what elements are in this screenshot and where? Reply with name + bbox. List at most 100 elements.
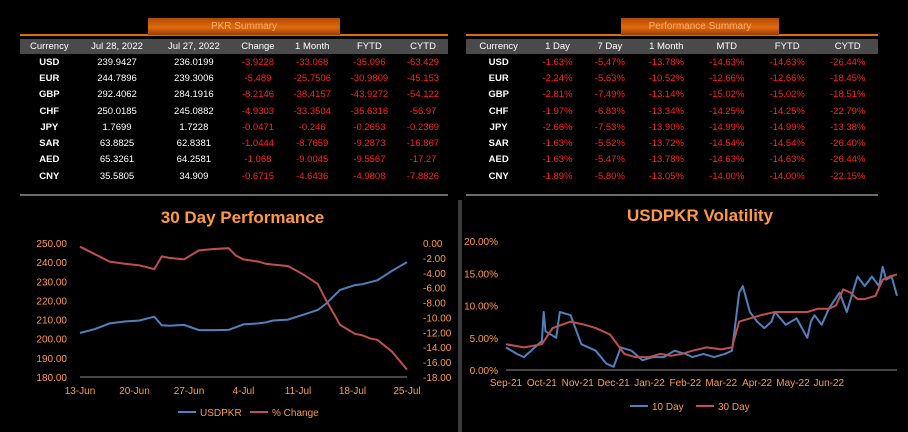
pkr-value-cell: -17.27 [409, 154, 437, 166]
perf-value-cell: -26.40% [830, 138, 866, 150]
legend-label: % Change [272, 408, 319, 419]
x-tick-label: 11-Jul [285, 386, 312, 397]
legend-label: USDPKR [200, 408, 242, 419]
pkr-summary-header-row: Currency Jul 28, 2022 Jul 27, 2022 Change 1 … [20, 39, 448, 54]
pkr-row: USD 239.9427 236.0199 -3.9228 -33.068 -35.096… [20, 54, 448, 70]
pkr-value-cell: -33.068 [296, 56, 329, 68]
perf-value-cell: -5.63% [594, 72, 625, 84]
pkr-value-cell: -30.9809 [350, 72, 389, 84]
x-tick-label: 20-Jun [119, 386, 150, 397]
pkr-value-cell: 239.9427 [97, 56, 137, 68]
perf-value-cell: -14.54% [709, 138, 745, 150]
series-line-30-day [505, 273, 898, 359]
perf-value-cell: -1.63% [542, 56, 573, 68]
perf-value-cell: -10.52% [648, 72, 684, 84]
perf-col-header: CYTD [817, 39, 878, 54]
pkr-value-cell: -8.7659 [296, 138, 329, 150]
pkr-currency-cell: GBP [39, 89, 60, 101]
perf-value-cell: -1.63% [542, 138, 573, 150]
x-tick-label: 25-Jul [393, 386, 420, 397]
x-tick-label: May-22 [776, 378, 810, 389]
perf-col-header: MTD [696, 39, 757, 54]
y-right-tick-label: -18.00 [423, 373, 452, 384]
perf-value-cell: -7.53% [594, 121, 625, 133]
y-right-tick-label: -16.00 [423, 358, 452, 369]
perf-currency-cell: SAR [488, 138, 509, 150]
series-line-pct-change [79, 245, 408, 371]
legend-label: 30 Day [718, 402, 750, 413]
perf-value-cell: -13.90% [648, 121, 684, 133]
pkr-value-cell: 65.3261 [99, 154, 135, 166]
pkr-value-cell: -3.9228 [241, 56, 275, 68]
perf-value-cell: -5.47% [594, 56, 625, 68]
perf-summary-table: Currency 1 Day 7 Day 1 Month MTD FYTD CYTD USD… [466, 39, 878, 184]
pkr-row: JPY 1.7699 1.7228 -0.0471 -0.246 -0.2653 -0.23… [20, 119, 448, 135]
pkr-value-cell: -35.6316 [350, 105, 389, 117]
perf-value-cell: -13.38% [830, 121, 866, 133]
series-line-usdpkr [79, 261, 408, 334]
pkr-summary-title: PKR Summary [148, 18, 340, 35]
y-left-tick-label: 220.00 [36, 296, 67, 307]
y-tick-label: 20.00% [464, 237, 498, 248]
perf-row: SAR -1.63% -5.52% -13.72% -14.54% -14.54% -26.… [466, 135, 878, 151]
pkr-value-cell: -1.068 [244, 154, 272, 166]
y-left-tick-label: 230.00 [36, 277, 67, 288]
pkr-value-cell: -33.3504 [293, 105, 331, 117]
performance-chart: 250.00 240.00 230.00 220.00 210.00 200.00 190.… [36, 239, 452, 419]
perf-value-cell: -12.66% [769, 72, 805, 84]
perf-value-cell: -15.02% [769, 89, 805, 101]
y-right-tick-label: -10.00 [423, 313, 452, 324]
pkr-value-cell: -0.246 [298, 121, 326, 133]
pkr-col-header: FYTD [340, 39, 398, 54]
y-left-tick-label: 250.00 [36, 239, 67, 250]
pkr-value-cell: -9.5567 [353, 154, 386, 166]
perf-currency-cell: CHF [488, 105, 509, 117]
perf-value-cell: -15.02% [709, 89, 745, 101]
perf-value-cell: -13.72% [648, 138, 684, 150]
perf-row: CNY -1.89% -5.80% -13.05% -14.00% -14.00% -22.… [466, 168, 878, 184]
x-tick-label: Sep-21 [490, 378, 523, 389]
y-right-tick-label: -6.00 [423, 284, 446, 295]
perf-value-cell: -22.79% [830, 105, 866, 117]
pkr-value-cell: -56.97 [409, 105, 437, 117]
y-left-tick-label: 240.00 [36, 258, 67, 269]
x-tick-label: Dec-21 [597, 378, 630, 389]
perf-value-cell: -14.99% [769, 121, 805, 133]
perf-value-cell: -14.63% [769, 154, 805, 166]
x-tick-label: Jun-22 [814, 378, 845, 389]
y-right-tick-label: -2.00 [423, 254, 446, 265]
perf-value-cell: -14.63% [709, 154, 745, 166]
perf-value-cell: -14.00% [709, 170, 745, 182]
pkr-value-cell: -54.122 [406, 89, 440, 101]
y-left-tick-label: 200.00 [36, 335, 67, 346]
y-right-tick-label: -14.00 [423, 343, 452, 354]
x-tick-label: 27-Jun [174, 386, 205, 397]
pkr-value-cell: 62.8381 [176, 138, 212, 150]
pkr-currency-cell: USD [39, 56, 60, 68]
perf-summary-bottom-line [466, 194, 878, 196]
y-right-tick-label: -8.00 [423, 299, 446, 310]
pkr-value-cell: 1.7228 [179, 121, 209, 133]
pkr-value-cell: 245.0882 [174, 105, 214, 117]
pkr-value-cell: -63.429 [406, 56, 440, 68]
perf-row: USD -1.63% -5.47% -13.78% -14.63% -14.63% -26.… [466, 54, 878, 70]
pkr-value-cell: -0.2653 [353, 121, 386, 133]
perf-row: EUR -2.24% -5.63% -10.52% -12.66% -12.66% -18.… [466, 70, 878, 86]
pkr-value-cell: -8.2146 [241, 89, 275, 101]
perf-value-cell: -13.78% [648, 56, 684, 68]
pkr-row: CHF 250.0185 245.0882 -4.9303 -33.3504 -35.63… [20, 103, 448, 119]
perf-value-cell: -14.25% [709, 105, 745, 117]
perf-value-cell: -14.54% [769, 138, 805, 150]
pkr-value-cell: 63.8825 [99, 138, 135, 150]
pkr-col-header: 1 Month [283, 39, 341, 54]
perf-value-cell: -14.99% [709, 121, 745, 133]
pkr-value-cell: 34.909 [179, 170, 209, 182]
x-tick-label: 4-Jul [233, 386, 255, 397]
pkr-value-cell: -0.0471 [241, 121, 275, 133]
perf-value-cell: -14.63% [769, 56, 805, 68]
x-tick-label: Nov-21 [562, 378, 595, 389]
perf-value-cell: -13.05% [648, 170, 684, 182]
perf-summary-title: Performance Summary [621, 18, 779, 35]
y-tick-label: 0.00% [470, 366, 498, 377]
y-tick-label: 15.00% [464, 269, 498, 280]
